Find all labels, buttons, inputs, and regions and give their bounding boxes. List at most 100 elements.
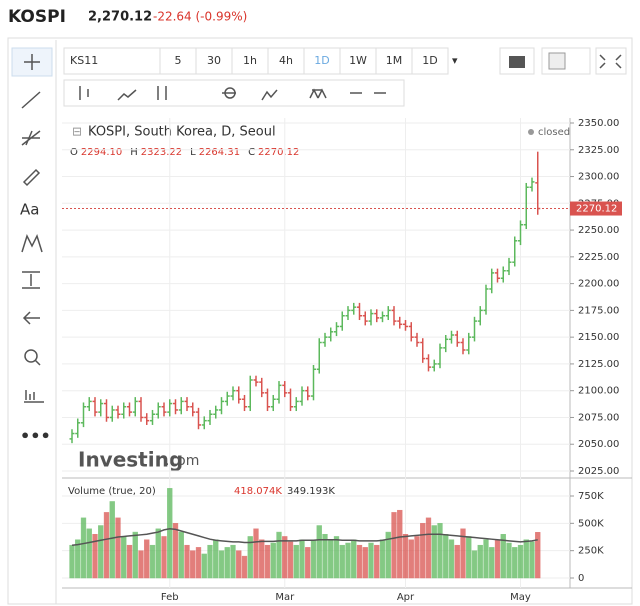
interval-button[interactable]	[159, 47, 197, 75]
status-dot	[528, 129, 534, 135]
volume-bar	[425, 517, 432, 579]
volume-bar	[259, 539, 265, 579]
volume-bar	[178, 531, 184, 579]
volume-bar	[201, 553, 207, 579]
interval-label: 1W	[349, 54, 367, 67]
y-tick-label: 2050.00	[578, 439, 619, 450]
settings-icon[interactable]	[224, 87, 236, 99]
interval-button[interactable]	[267, 47, 305, 75]
volume-bar	[437, 523, 443, 579]
volume-bar	[333, 536, 340, 579]
volume-bar	[230, 544, 236, 579]
volume-bar	[92, 534, 98, 579]
last-price-label: 2270.12	[576, 204, 617, 215]
volume-bar	[144, 539, 150, 579]
crosshair-icon	[24, 54, 40, 70]
volume-bar	[339, 544, 345, 579]
x-tick-label: Mar	[275, 592, 295, 603]
y-tick-label: 2350.00	[578, 118, 619, 129]
volume-value: 418.074K	[234, 486, 282, 497]
volume-bar	[362, 547, 368, 579]
zoom-icon[interactable]	[24, 349, 38, 363]
symbol: KOSPI	[8, 7, 66, 27]
ohlc-value: 2264.31	[199, 147, 240, 158]
volume-bar	[207, 544, 213, 579]
volume-bar	[195, 547, 202, 579]
volume-bar	[420, 523, 426, 579]
y-tick-label: 2025.00	[578, 466, 619, 477]
y-tick-label: 2100.00	[578, 386, 619, 397]
interval-button[interactable]	[231, 47, 269, 75]
volume-bar	[167, 488, 173, 579]
volume-tick-label: 250K	[578, 546, 604, 557]
x-tick-label: Feb	[161, 592, 179, 603]
pattern-icon[interactable]	[21, 234, 43, 253]
y-tick-label: 2175.00	[578, 305, 619, 316]
volume-bar	[460, 528, 466, 579]
fullscreen-button[interactable]	[595, 47, 627, 75]
tool-row-icons[interactable]	[79, 86, 386, 101]
ohlc-key: O	[70, 147, 78, 158]
tool-icons[interactable]	[24, 359, 44, 403]
change: -22.64 (-0.99%)	[153, 10, 247, 24]
volume-bar	[328, 539, 334, 579]
y-tick-label: 2300.00	[578, 172, 619, 183]
volume-bar	[109, 501, 115, 579]
dropdown[interactable]: ▾	[452, 54, 458, 67]
interval-button[interactable]	[339, 47, 377, 75]
volume-bar	[80, 517, 87, 579]
volume-bar	[224, 547, 230, 579]
interval-button[interactable]	[411, 47, 449, 75]
y-tick-label: 2250.00	[578, 225, 619, 236]
back-icon[interactable]	[22, 311, 40, 325]
volume-ma-line	[71, 528, 538, 546]
volume-bar	[241, 555, 248, 579]
volume-title: Volume (true, 20)	[68, 486, 156, 497]
volume-tick-label: 0	[578, 573, 584, 584]
volume-ma-value: 349.193K	[287, 486, 335, 497]
volume-bar	[408, 539, 414, 579]
volume-bar	[345, 542, 351, 579]
brush-icon[interactable]	[22, 168, 41, 187]
ohlc-key: L	[190, 147, 196, 158]
crosshair-tool[interactable]	[11, 47, 53, 77]
interval-button[interactable]	[375, 47, 413, 75]
volume-bar	[483, 539, 489, 579]
volume-bar	[368, 542, 374, 579]
volume-bar	[414, 536, 420, 579]
volume-bar	[149, 544, 156, 579]
volume-bar	[351, 539, 357, 579]
line-icon[interactable]	[21, 91, 41, 109]
volume-bar	[512, 547, 518, 579]
volume-bar	[356, 544, 363, 579]
status: closed	[538, 127, 570, 138]
style-icon	[548, 52, 566, 70]
volume-bar	[477, 544, 483, 579]
interval-label: 1M	[386, 54, 403, 67]
ohlc-key: H	[130, 147, 138, 158]
interval-button[interactable]	[303, 47, 341, 75]
text-tool[interactable]: Aa	[20, 201, 39, 219]
volume-bar	[454, 544, 460, 579]
volume-bar	[535, 532, 541, 579]
volume-bar	[523, 539, 529, 579]
volume-bar	[500, 534, 506, 579]
volume-bar	[374, 544, 380, 579]
measure-icon[interactable]	[22, 271, 40, 289]
fork-icon[interactable]	[21, 130, 41, 146]
interval-button[interactable]	[195, 47, 233, 75]
volume-bar	[379, 539, 386, 579]
frame	[7, 37, 633, 605]
more[interactable]: •••	[20, 427, 51, 446]
volume-bar	[305, 547, 311, 579]
volume-bar	[115, 517, 121, 579]
ohlc-legend: O 2294.10 H 2323.22 L 2264.31 C 2270.12	[70, 147, 299, 158]
volume-bar	[218, 550, 225, 579]
volume-bar	[276, 531, 282, 579]
watermark: Investing	[78, 448, 183, 472]
volume-bar	[448, 539, 455, 579]
y-tick-label: 2075.00	[578, 412, 619, 423]
volume-bar	[431, 525, 437, 579]
volume-bar	[391, 512, 397, 579]
